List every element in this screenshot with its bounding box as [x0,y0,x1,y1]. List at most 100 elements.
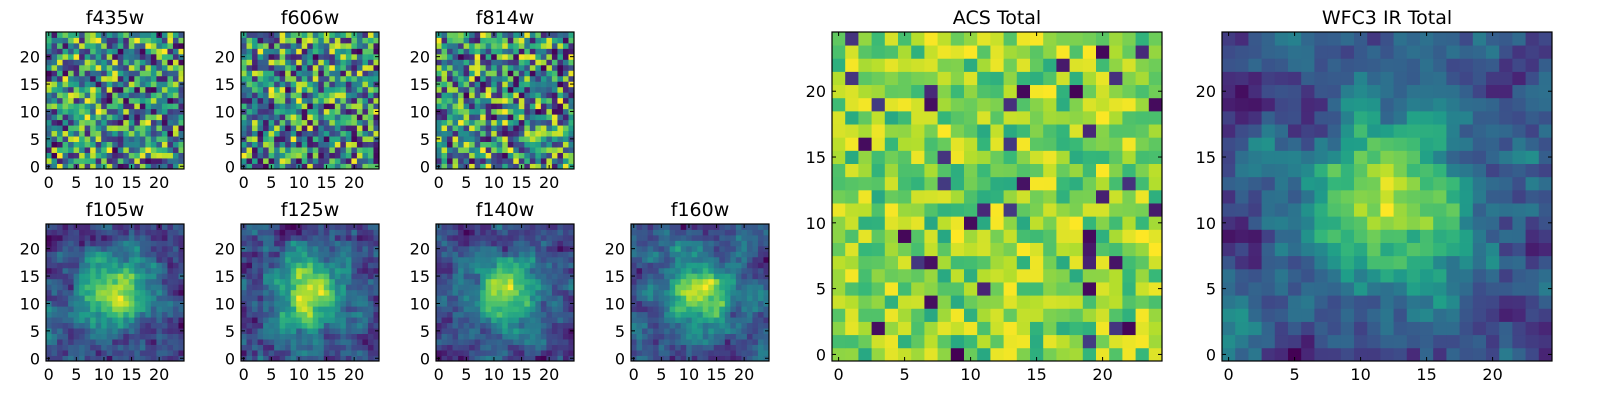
heatmap-cell [485,350,492,356]
heatmap-cell [150,311,157,318]
heatmap-cell [345,267,352,274]
heatmap-cell [884,255,899,270]
heatmap-cell [112,234,119,241]
heatmap-cell [334,278,341,285]
heatmap-cell [535,350,542,356]
heatmap-cell [513,108,520,115]
heatmap-cell [150,339,157,345]
heatmap-cell [318,64,325,71]
heatmap-cell [373,114,380,121]
heatmap-cell [1043,347,1057,362]
heatmap-cell [79,251,86,258]
heatmap-cell [263,234,269,241]
heatmap-cell [356,328,363,334]
heatmap-cell [274,245,281,252]
heatmap-cell [73,284,80,291]
y-tick-label: 5 [225,130,235,149]
heatmap-cell [713,278,720,285]
heatmap-cell [518,256,525,263]
heatmap-cell [540,344,547,351]
heatmap-cell [924,347,938,362]
heatmap-cell [557,350,564,356]
heatmap-cell [436,130,442,137]
heatmap-cell [246,97,253,104]
heatmap-cell [735,234,742,241]
heatmap-cell [79,289,86,296]
heatmap-cell [513,224,520,230]
heatmap-cell [172,70,179,77]
heatmap-cell [502,114,509,121]
heatmap-cell [268,273,275,280]
heatmap-cell [351,70,358,77]
heatmap-cell [257,64,264,71]
heatmap-cell [546,141,553,148]
heatmap-cell [340,284,347,291]
heatmap-cell [279,48,286,55]
heatmap-cell [145,81,152,88]
heatmap-cell [441,229,448,236]
heatmap-cell [318,81,325,88]
heatmap-cell [279,273,286,280]
heatmap-cell [562,119,569,126]
heatmap-cell [469,37,476,44]
y-tick-label: 5 [30,322,40,341]
heatmap-cell [507,267,514,274]
heatmap-cell [51,53,58,60]
heatmap-cell [675,224,682,230]
x-tick-label: 20 [344,365,364,384]
heatmap-cell [964,242,978,257]
heatmap-cell [312,48,319,55]
heatmap-cell [832,150,846,164]
heatmap-cell [1082,334,1097,349]
heatmap-cell [307,119,314,126]
heatmap-cell [139,158,146,164]
heatmap-cell [529,295,536,302]
heatmap-cell [763,306,770,313]
heatmap-cell [73,306,80,313]
heatmap-cell [529,273,536,280]
heatmap-cell [161,245,168,252]
heatmap-cell [529,92,536,99]
heatmap-cell [128,141,135,148]
heatmap-cell [898,295,912,309]
heatmap-cell [1109,347,1123,362]
heatmap-cell [1056,282,1070,296]
heatmap-cell [150,97,157,104]
heatmap-cell [463,42,470,49]
heatmap-cell [79,158,86,164]
heatmap-cell [832,255,846,270]
heatmap-cell [139,256,146,263]
heatmap-cell [90,267,97,274]
heatmap-cell [664,224,671,230]
heatmap-cell [128,256,135,263]
heatmap-cell [150,103,157,110]
heatmap-cell [1148,176,1163,191]
heatmap-cell [724,350,731,356]
heatmap-cell [518,97,525,104]
heatmap-cell [263,81,269,88]
heatmap-cell [296,48,303,55]
heatmap-cell [334,289,341,296]
heatmap-cell [658,317,665,324]
heatmap-cell [301,355,308,362]
heatmap-cell [117,234,124,241]
heatmap-cell [757,262,764,269]
heatmap-cell [329,42,336,49]
heatmap-cell [458,240,464,247]
heatmap-cell [447,322,453,329]
heatmap-cell [90,141,97,148]
heatmap-cell [90,64,97,71]
heatmap-cell [123,125,130,132]
heatmap-cell [647,251,654,258]
heatmap-cell [351,119,358,126]
heatmap-cell [441,147,448,153]
heatmap-cell [491,42,498,49]
x-tick-label: 0 [44,173,54,192]
heatmap-cell [1016,163,1031,178]
heatmap-cell [502,300,509,307]
heatmap-cell [702,256,709,263]
heatmap-cell [535,97,542,104]
heatmap-cell [977,163,991,178]
heatmap-cell [746,256,753,263]
heatmap-cell [123,245,130,252]
